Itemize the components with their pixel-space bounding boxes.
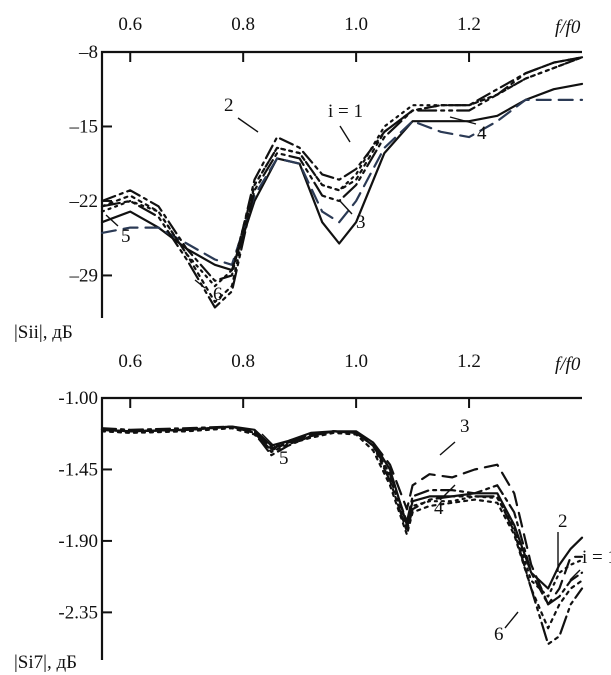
sii-series-2 bbox=[100, 98, 584, 266]
si7-annotation-leader bbox=[569, 569, 581, 581]
si7-curve-label: 6 bbox=[494, 624, 504, 645]
si7-y-tick-label: -1.00 bbox=[58, 388, 98, 409]
sii-curve-label: 3 bbox=[356, 212, 366, 233]
sii-x-tick-label: 0.8 bbox=[231, 14, 255, 35]
si7-y-axis-title: |Si7|, дБ bbox=[14, 652, 77, 673]
si7-axes bbox=[100, 396, 582, 660]
sii-annotation-leader bbox=[237, 117, 259, 133]
sii-annotation-leader bbox=[339, 125, 351, 143]
sii-annotation-leader bbox=[449, 116, 477, 125]
si7-curve-label: 3 bbox=[460, 416, 470, 437]
si7-series-5 bbox=[100, 427, 584, 630]
si7-annotation-leader bbox=[504, 611, 519, 629]
sii-series-5 bbox=[100, 56, 584, 304]
chart-panel-si7: 0.6 0.8 1.0 1.2 -1.00 -1.45 -1.90 -2.35 f/f0 |Si7… bbox=[14, 351, 611, 673]
sii-y-axis-title: |Sii|, дБ bbox=[14, 322, 73, 343]
sii-x-tick-label: 1.2 bbox=[457, 14, 481, 35]
si7-x-tick-label: 0.8 bbox=[231, 351, 255, 372]
si7-y-tick-label: -2.35 bbox=[58, 602, 98, 623]
si7-curve-label: 2 bbox=[558, 511, 568, 532]
si7-curve-label: 5 bbox=[279, 448, 289, 469]
sii-curve-label: i = 1 bbox=[328, 101, 363, 122]
sii-series-1 bbox=[100, 82, 584, 272]
si7-y-tick-label: -1.90 bbox=[58, 531, 98, 552]
si7-curve-label: i = 1 bbox=[582, 547, 611, 568]
sii-curve-label: 5 bbox=[121, 226, 131, 247]
sii-x-tick-label: 1.0 bbox=[344, 14, 368, 35]
sii-y-tick-label: –22 bbox=[69, 191, 99, 212]
si7-x-tick-label: 0.6 bbox=[118, 351, 142, 372]
si7-x-axis-title: f/f0 bbox=[555, 354, 581, 375]
chart-panel-sii: 0.6 0.8 1.0 1.2 –8 –15 –22 –29 f/f0 |Sii|, дБ 2 i =… bbox=[14, 14, 584, 343]
si7-x-tick-label: 1.2 bbox=[457, 351, 481, 372]
si7-series-2 bbox=[100, 425, 584, 606]
sii-annotation-leader bbox=[105, 214, 119, 227]
si7-series-4 bbox=[100, 425, 584, 598]
si7-annotation-leader bbox=[439, 441, 456, 456]
si7-annotation-leader bbox=[439, 484, 456, 501]
sii-annotation-leader bbox=[194, 279, 206, 289]
si7-x-tick-label: 1.0 bbox=[344, 351, 368, 372]
sii-x-tick-label: 0.6 bbox=[118, 14, 142, 35]
si7-annotation-leader bbox=[261, 433, 277, 449]
si7-curve-label: 4 bbox=[434, 498, 444, 519]
sii-series-4 bbox=[100, 56, 584, 288]
sii-curve-label: 4 bbox=[477, 123, 487, 144]
si7-series-6 bbox=[100, 425, 584, 646]
sii-curve-label: 6 bbox=[213, 284, 223, 305]
sii-y-tick-label: –15 bbox=[69, 116, 99, 137]
sii-axes bbox=[100, 50, 582, 318]
sii-series-6 bbox=[100, 56, 584, 309]
sii-x-axis-title: f/f0 bbox=[555, 17, 581, 38]
si7-y-tick-label: -1.45 bbox=[58, 459, 98, 480]
sii-y-tick-label: –29 bbox=[69, 265, 99, 286]
sii-y-tick-label: –8 bbox=[78, 42, 98, 63]
sii-curve-label: 2 bbox=[224, 95, 234, 116]
sii-annotation-leader bbox=[339, 200, 353, 215]
sii-series-3 bbox=[100, 56, 584, 282]
